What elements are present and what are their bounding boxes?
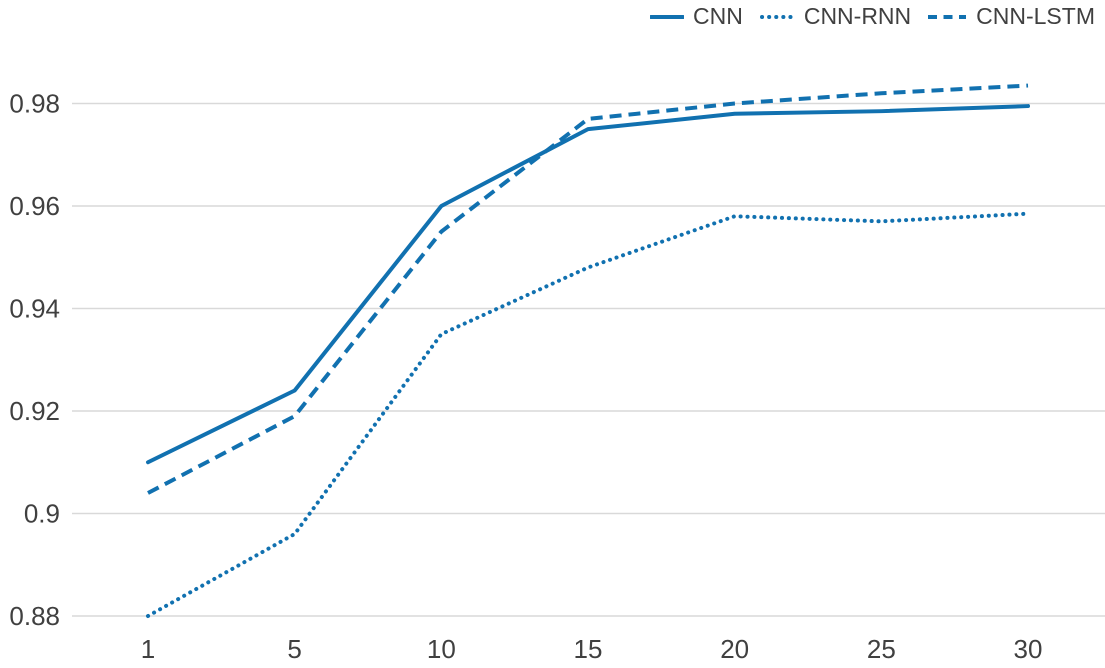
x-tick-label: 5 xyxy=(287,634,301,664)
y-tick-label: 0.94 xyxy=(9,294,60,324)
legend-item-cnn: CNN xyxy=(649,3,743,29)
legend-item-cnn-lstm: CNN-LSTM xyxy=(927,5,1095,28)
dashed-line-swatch-icon xyxy=(928,14,967,19)
dotted-line-swatch-icon xyxy=(759,14,795,19)
series-line-cnn-lstm xyxy=(147,83,1029,495)
legend-label-cnn: CNN xyxy=(692,3,743,29)
series-line-cnn-rnn xyxy=(146,211,1031,618)
y-tick-label: 0.9 xyxy=(24,499,60,529)
legend-label-cnn-lstm: CNN-LSTM xyxy=(976,3,1095,29)
legend-item-cnn-rnn: CNN-RNN xyxy=(759,5,911,28)
x-tick-label: 10 xyxy=(427,634,456,664)
x-tick-label: 1 xyxy=(141,634,155,664)
x-tick-label: 30 xyxy=(1014,634,1043,664)
y-tick-label: 0.98 xyxy=(9,89,60,119)
series-line-cnn xyxy=(146,104,1031,465)
y-tick-label: 0.88 xyxy=(9,601,60,631)
y-tick-label: 0.96 xyxy=(9,191,60,221)
x-tick-label: 25 xyxy=(867,634,896,664)
x-tick-label: 15 xyxy=(574,634,603,664)
legend-label-cnn-rnn: CNN-RNN xyxy=(803,3,912,29)
y-tick-label: 0.92 xyxy=(9,396,60,426)
x-tick-label: 20 xyxy=(720,634,749,664)
solid-line-swatch-icon xyxy=(649,14,684,19)
chart-legend: CNN CNN-RNN CNN-LSTM xyxy=(649,3,1095,29)
